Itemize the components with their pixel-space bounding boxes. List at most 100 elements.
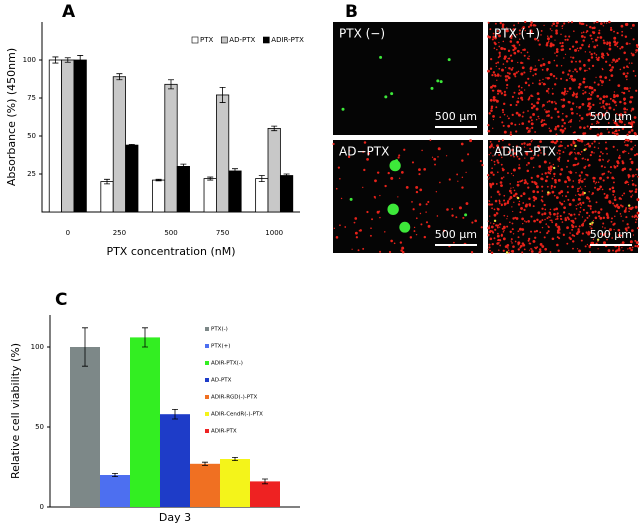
cell-dot [567, 100, 570, 104]
cell-dot [570, 60, 573, 63]
cell-dot [630, 27, 632, 30]
cell-dot [536, 68, 538, 70]
cell-dot [551, 30, 553, 32]
cell-dot [488, 225, 491, 227]
cell-dot [536, 174, 540, 178]
cell-dot [517, 61, 519, 64]
cell-dot [599, 36, 603, 39]
cell-dot [489, 249, 491, 252]
cell-dot [493, 163, 496, 166]
cell-dot [580, 150, 583, 153]
cell-dot [514, 216, 517, 219]
cell-dot [559, 232, 561, 234]
cell-dot [492, 231, 495, 234]
cell-dot [530, 29, 533, 32]
legend-label: AD-PTX [211, 378, 232, 384]
cell-dot [625, 42, 629, 45]
cell-dot [583, 69, 587, 72]
cell-dot [632, 38, 635, 41]
cell-dot [534, 182, 538, 186]
cell-dot [362, 150, 365, 153]
cell-dot [541, 185, 544, 188]
cell-dot [494, 199, 498, 203]
cell-dot [575, 204, 577, 207]
cell-dot [433, 157, 437, 161]
cell-dot [490, 159, 493, 161]
cell-dot [488, 177, 491, 179]
cell-dot [510, 36, 513, 40]
cell-dot [505, 29, 509, 33]
cell-dot [508, 251, 511, 254]
cell-dot [636, 227, 639, 230]
cell-dot [634, 245, 637, 248]
cell-dot [520, 72, 524, 76]
cell-dot [635, 153, 639, 156]
cell-dot [589, 114, 592, 117]
cell-dot [608, 232, 611, 236]
cell-dot [576, 190, 579, 193]
cell-dot [614, 215, 616, 218]
cell-dot [556, 217, 559, 220]
cell-dot [616, 149, 619, 151]
error-bar [77, 55, 84, 65]
y-tick-label: 100 [23, 56, 36, 64]
cell-dot [582, 222, 585, 225]
cell-dot [606, 42, 609, 46]
cell-dot [631, 183, 635, 186]
cell-dot [588, 108, 591, 111]
cell-dot [543, 236, 546, 239]
cell-dot [496, 226, 499, 229]
cell-dot [543, 119, 546, 122]
cell-dot [606, 216, 610, 219]
cell-dot [586, 243, 589, 246]
cell-dot [576, 113, 578, 115]
cell-dot [502, 40, 505, 43]
cell-dot [575, 95, 578, 99]
cell-dot [587, 45, 591, 48]
cell-dot [506, 83, 509, 87]
cell-dot [627, 248, 629, 250]
cell-dot [497, 61, 500, 64]
cell-dot [527, 131, 529, 134]
cell-dot [541, 82, 543, 84]
cell-dot [633, 121, 636, 124]
cell-dot [545, 223, 548, 225]
cell-dot [506, 71, 509, 74]
cell-dot [602, 39, 605, 42]
cell-dot [593, 52, 596, 55]
cell-dot [629, 87, 631, 89]
cell-dot [576, 106, 578, 108]
y-tick-label: 25 [27, 170, 36, 178]
cell-dot [587, 97, 590, 101]
cell-dot [584, 85, 587, 89]
cell-dot [622, 91, 626, 95]
cell-dot [511, 66, 514, 69]
cell-dot [613, 165, 617, 169]
cell-dot [537, 154, 540, 157]
cell-dot [579, 46, 582, 50]
cell-dot [566, 166, 568, 168]
cell-dot [582, 191, 585, 194]
cell-dot [611, 61, 613, 63]
cell-dot [544, 247, 548, 251]
cell-dot [539, 231, 542, 234]
cell-dot [532, 113, 535, 116]
cell-dot [621, 30, 624, 33]
cell-dot [575, 225, 577, 228]
cell-dot [592, 180, 596, 183]
cell-dot [553, 212, 556, 216]
cell-dot [539, 250, 542, 253]
cell-dot [541, 195, 544, 198]
cell-dot [503, 229, 505, 232]
cell-dot [634, 239, 637, 242]
cell-dot [513, 201, 515, 203]
cell-dot [571, 93, 575, 97]
cell-dot [621, 34, 624, 37]
cell-dot [524, 20, 527, 24]
cell-dot [526, 169, 530, 173]
cell-dot [518, 200, 521, 203]
cell-dot [515, 111, 519, 115]
cell-dot [585, 173, 587, 176]
cell-dot [566, 185, 569, 188]
cell-dot [437, 147, 441, 151]
